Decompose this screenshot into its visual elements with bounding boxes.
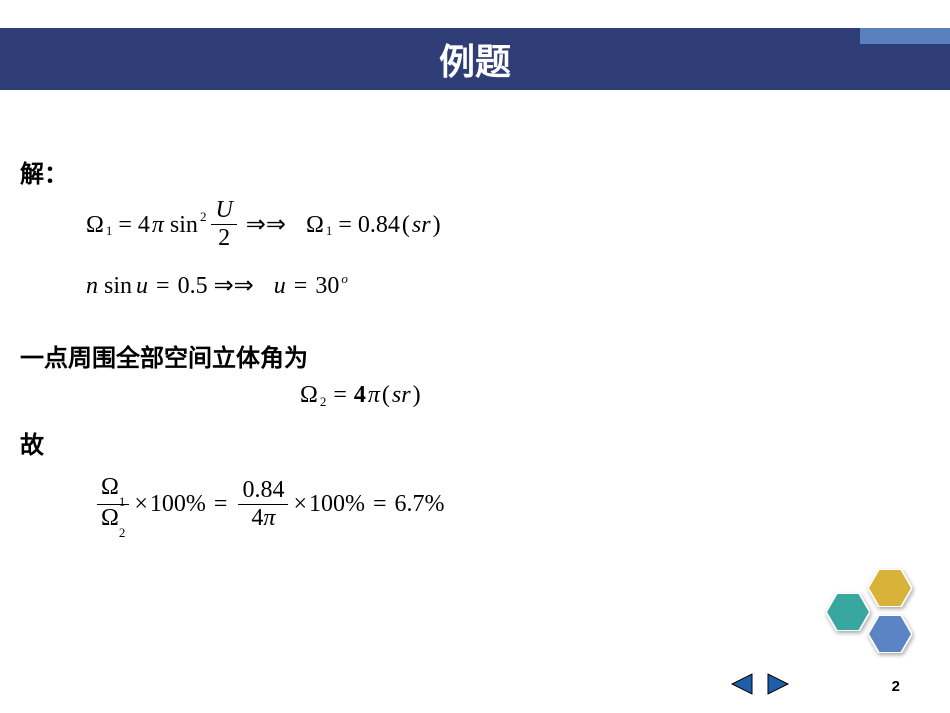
equation-omega2: Ω2 = 4π (sr)	[300, 383, 920, 407]
page-number: 2	[892, 678, 900, 695]
slide-title: 例题	[439, 33, 511, 85]
prev-button[interactable]	[730, 673, 754, 695]
next-button[interactable]	[766, 673, 790, 695]
title-accent	[860, 28, 950, 44]
label-therefore: 故	[20, 425, 920, 460]
title-bar: 例题	[0, 28, 950, 90]
equation-u: n sin u = 0.5 ⇒⇒ u = 30o	[86, 274, 920, 298]
equation-ratio: Ω1 Ω2 × 100% = 0.84 4π × 100% = 6.7%	[94, 474, 920, 534]
equation-omega1: Ω1 = 4π sin2 U 2 ⇒⇒ Ω1 = 0.84 (sr)	[86, 197, 920, 252]
nav-buttons	[730, 673, 790, 695]
content-area: 解： Ω1 = 4π sin2 U 2 ⇒⇒ Ω1 = 0.84 (sr) n …	[20, 140, 920, 534]
hex-decoration	[820, 563, 930, 663]
label-solve: 解：	[20, 154, 920, 189]
label-full-space: 一点周围全部空间立体角为	[20, 338, 920, 373]
